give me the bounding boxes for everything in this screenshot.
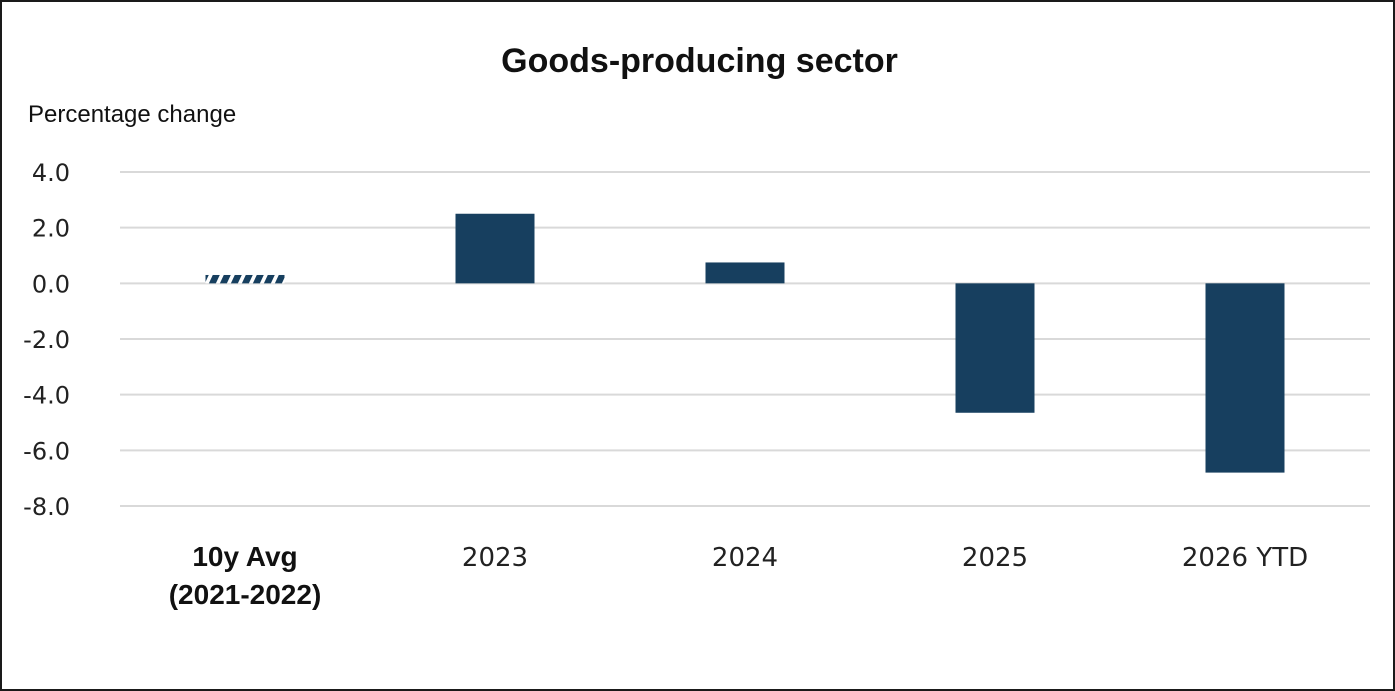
chart-title: Goods-producing sector: [501, 42, 898, 80]
bar: [455, 213, 535, 284]
x-category-label: 10y Avg: [192, 541, 297, 572]
bar: [205, 274, 285, 284]
x-category-label: 2025: [962, 543, 1028, 573]
y-tick-label: 2.0: [32, 215, 70, 243]
bars: [205, 213, 1285, 473]
y-tick-label: -2.0: [23, 326, 70, 354]
gridlines: [120, 171, 1370, 507]
y-tick-label: 4.0: [32, 159, 70, 187]
x-category-label: (2021-2022): [169, 579, 322, 610]
y-tick-label: -6.0: [23, 437, 70, 465]
bar: [1205, 283, 1285, 473]
y-axis-label: Percentage change: [28, 101, 237, 128]
bar: [955, 283, 1035, 413]
x-category-label: 2026 YTD: [1182, 543, 1308, 573]
y-tick-label: -8.0: [23, 493, 70, 521]
y-tick-label: -4.0: [23, 382, 70, 410]
y-tick-label: 0.0: [32, 270, 70, 298]
x-category-label: 2023: [462, 543, 528, 573]
x-category-label: 2024: [712, 543, 778, 573]
y-axis-ticks: 4.0 2.0 0.0 -2.0 -4.0 -6.0 -8.0: [23, 159, 70, 521]
x-axis-categories: 10y Avg (2021-2022) 2023 2024 2025 2026 YTD: [169, 541, 1308, 610]
bar: [705, 262, 785, 284]
